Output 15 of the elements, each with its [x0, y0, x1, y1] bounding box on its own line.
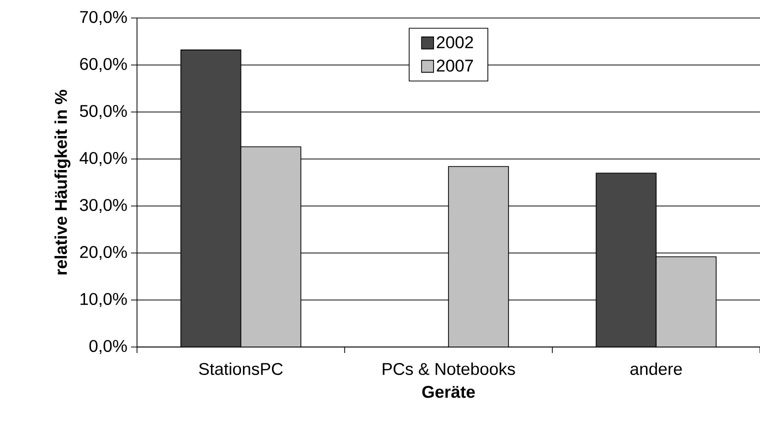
y-tick-label: 30,0% — [80, 198, 127, 214]
y-tick-label: 0,0% — [89, 340, 127, 354]
y-tick-label: 50,0% — [80, 104, 127, 120]
y-tick-label: 60,0% — [80, 58, 127, 72]
x-tick-label: andere — [630, 362, 682, 376]
x-tick-label: StationsPC — [199, 362, 283, 376]
legend-label: 2007 — [436, 60, 473, 72]
legend-label: 2002 — [436, 36, 473, 48]
y-tick-label: 10,0% — [80, 292, 127, 308]
y-axis-title: relative Häufigkeit in % — [54, 90, 70, 274]
y-tick-label: 70,0% — [80, 10, 127, 26]
y-tick-label: 40,0% — [80, 152, 127, 166]
x-tick-label: PCs & Notebooks — [382, 362, 515, 376]
x-axis-title: Geräte — [422, 386, 475, 398]
y-tick-label: 20,0% — [80, 246, 127, 260]
